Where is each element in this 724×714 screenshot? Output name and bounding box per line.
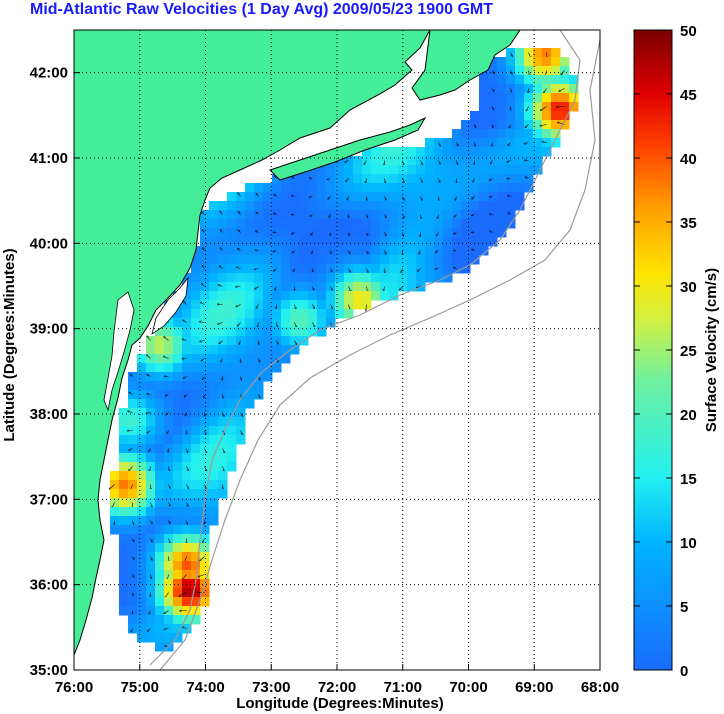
x-tick-label: 68:00	[581, 679, 619, 696]
y-axis-label: Latitude (Degrees:Minutes)	[1, 248, 18, 441]
colorbar-tick-label: 35	[680, 215, 697, 232]
isobath	[149, 30, 581, 666]
colorbar-tick-label: 30	[680, 279, 697, 296]
land-mass	[74, 30, 431, 656]
x-axis: 76:00 75:00 74:00 73:00 72:00 71:00 70:00 69:00…	[55, 664, 619, 696]
colorbar-tick-label: 5	[680, 599, 688, 616]
colorbar	[633, 29, 673, 671]
x-tick-label: 71:00	[384, 679, 422, 696]
y-tick-label: 40:00	[30, 235, 68, 252]
y-tick-label: 37:00	[30, 491, 68, 508]
colorbar-tick-label: 40	[680, 151, 697, 168]
delaware-bay	[151, 276, 189, 335]
y-tick-label: 41:00	[30, 150, 68, 167]
x-tick-label: 70:00	[449, 679, 487, 696]
y-tick-label: 36:00	[30, 577, 68, 594]
isobath	[159, 39, 600, 670]
colorbar-tick-label: 0	[680, 663, 688, 680]
x-tick-label: 69:00	[515, 679, 553, 696]
colorbar-tick-label: 45	[680, 87, 697, 104]
colorbar-tick-label: 50	[680, 23, 697, 40]
x-axis-label: Longitude (Degrees:Minutes)	[236, 695, 444, 712]
long-island	[269, 116, 427, 181]
map-title: Mid-Atlantic Raw Velocities (1 Day Avg) …	[30, 1, 493, 18]
x-tick-label: 76:00	[55, 679, 93, 696]
x-tick-label: 72:00	[318, 679, 356, 696]
chesapeake-bay	[103, 291, 135, 412]
y-tick-label: 39:00	[30, 321, 68, 338]
colorbar-ticks: 0 5 10 15 20 25 30 35 40 45 50	[634, 23, 697, 680]
x-tick-label: 74:00	[186, 679, 224, 696]
colorbar-tick-label: 25	[680, 343, 697, 360]
colorbar-tick-label: 10	[680, 535, 697, 552]
colorbar-label: Surface Velocity (cm/s)	[703, 268, 720, 432]
x-tick-label: 75:00	[121, 679, 159, 696]
y-axis: 42:00 41:00 40:00 39:00 38:00 37:00 36:00 35:00	[30, 65, 80, 679]
colorbar-tick-label: 15	[680, 471, 697, 488]
y-tick-label: 38:00	[30, 406, 68, 423]
cape-cod	[411, 30, 521, 101]
y-tick-label: 35:00	[30, 662, 68, 679]
colorbar-tick-label: 20	[680, 407, 697, 424]
x-tick-label: 73:00	[252, 679, 290, 696]
y-tick-label: 42:00	[30, 65, 68, 82]
grid-lines	[74, 30, 600, 670]
